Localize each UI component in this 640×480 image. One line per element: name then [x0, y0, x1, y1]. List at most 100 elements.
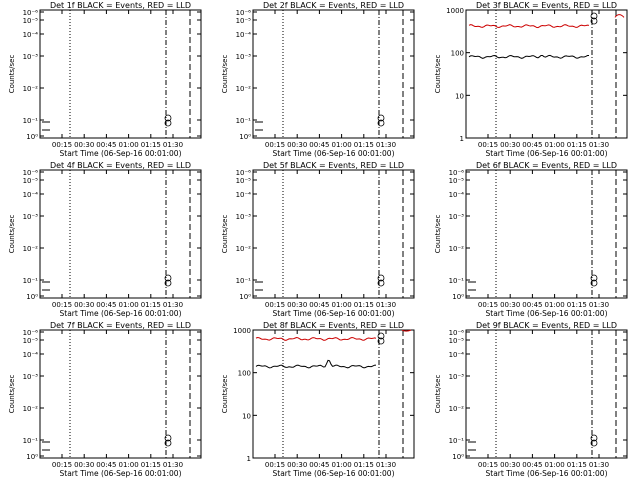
x-tick-label: 00:45: [309, 301, 329, 309]
x-tick-label: 01:00: [332, 301, 352, 309]
x-tick-label: 01:00: [332, 141, 352, 149]
x-axis-label: Start Time (06-Sep-16 00:01:00): [60, 469, 182, 478]
marker-glyph: [377, 337, 385, 345]
y-tick-label: 10⁻¹: [23, 277, 39, 285]
y-tick-label: 1000: [446, 7, 464, 15]
x-axis-label: Start Time (06-Sep-16 00:01:00): [486, 309, 608, 318]
x-tick-label: 00:30: [500, 461, 520, 469]
plot-frame: [39, 329, 202, 459]
x-tick-label: 01:00: [545, 141, 565, 149]
y-tick-label: 10⁻⁵: [23, 337, 39, 345]
marker-glyph: [164, 119, 172, 127]
panel-title: Det 6f BLACK = Events, RED = LLD: [476, 161, 617, 170]
marker-glyph: [590, 12, 598, 20]
y-tick-label: 1: [247, 455, 251, 463]
x-axis-label: Start Time (06-Sep-16 00:01:00): [486, 469, 608, 478]
marker-glyph: [377, 274, 385, 282]
plot-frame: [252, 9, 415, 139]
x-tick-label: 00:15: [478, 461, 498, 469]
x-tick-label: 01:15: [354, 141, 374, 149]
x-axis-label: Start Time (06-Sep-16 00:01:00): [60, 309, 182, 318]
y-tick-label: 10⁻⁴: [23, 31, 39, 39]
x-tick-label: 00:30: [287, 141, 307, 149]
y-tick-label: 10⁻⁶: [23, 169, 39, 177]
plot-frame: [465, 9, 628, 139]
marker-glyph: [590, 434, 598, 442]
y-tick-label: 10⁻³: [23, 213, 39, 221]
x-tick-label: 01:30: [376, 301, 396, 309]
y-tick-label: 10⁻³: [449, 373, 465, 381]
x-tick-label: 01:00: [119, 461, 139, 469]
x-tick-label: 00:30: [74, 141, 94, 149]
lld-series-line: [468, 24, 590, 29]
x-axis-label: Start Time (06-Sep-16 00:01:00): [273, 309, 395, 318]
marker-glyph: [164, 279, 172, 287]
x-tick-label: 00:15: [478, 141, 498, 149]
y-tick-label: 10⁰: [26, 133, 38, 141]
y-axis-label: Counts/sec: [8, 375, 16, 414]
x-tick-label: 01:30: [589, 301, 609, 309]
x-tick-label: 01:30: [163, 141, 183, 149]
plot-frame: [39, 169, 202, 299]
y-tick-label: 10⁻⁶: [236, 169, 252, 177]
panel-title: Det 5f BLACK = Events, RED = LLD: [263, 161, 404, 170]
y-tick-label: 10⁻⁵: [23, 17, 39, 25]
y-tick-label: 10⁻⁴: [449, 351, 465, 359]
x-axis-label: Start Time (06-Sep-16 00:01:00): [273, 469, 395, 478]
lld-series-tail: [614, 14, 625, 18]
lld-series-tail: [401, 329, 412, 332]
marker-glyph: [164, 274, 172, 282]
x-tick-label: 01:15: [354, 461, 374, 469]
x-axis-label: Start Time (06-Sep-16 00:01:00): [273, 149, 395, 158]
y-tick-label: 10⁻⁴: [23, 191, 39, 199]
y-tick-label: 1: [460, 135, 464, 143]
y-tick-label: 100: [238, 370, 251, 378]
y-tick-label: 10⁻⁶: [236, 9, 252, 17]
x-tick-label: 00:30: [500, 141, 520, 149]
marker-glyph: [590, 274, 598, 282]
y-tick-label: 10: [455, 92, 464, 100]
events-series-line: [468, 54, 589, 59]
x-tick-label: 01:30: [376, 141, 396, 149]
marker-glyph: [590, 17, 598, 25]
y-tick-label: 10⁰: [452, 293, 464, 301]
y-tick-label: 10⁻²: [236, 85, 252, 93]
y-tick-label: 10⁰: [26, 293, 38, 301]
y-axis-label: Counts/sec: [434, 215, 442, 254]
x-tick-label: 00:45: [522, 141, 542, 149]
x-tick-label: 00:30: [287, 301, 307, 309]
x-tick-label: 00:15: [52, 461, 72, 469]
y-tick-label: 10⁻²: [23, 405, 39, 413]
y-tick-label: 10⁰: [239, 133, 251, 141]
x-tick-label: 01:30: [589, 461, 609, 469]
y-tick-label: 10⁻²: [449, 245, 465, 253]
marker-glyph: [377, 114, 385, 122]
x-tick-label: 01:00: [119, 301, 139, 309]
plot-frame: [252, 169, 415, 299]
y-tick-label: 10⁻³: [236, 53, 252, 61]
y-tick-label: 10⁻⁵: [449, 337, 465, 345]
x-tick-label: 01:00: [332, 461, 352, 469]
x-tick-label: 00:15: [478, 301, 498, 309]
x-axis-label: Start Time (06-Sep-16 00:01:00): [486, 149, 608, 158]
panel-title: Det 3f BLACK = Events, RED = LLD: [476, 1, 617, 10]
y-tick-label: 10⁻⁴: [23, 351, 39, 359]
events-series-line: [255, 359, 377, 369]
plot-frame: [252, 329, 415, 459]
y-tick-label: 10⁻⁴: [236, 31, 252, 39]
marker-glyph: [164, 114, 172, 122]
y-tick-label: 10⁻²: [23, 85, 39, 93]
y-tick-label: 10⁰: [239, 293, 251, 301]
marker-glyph: [377, 119, 385, 127]
x-tick-label: 00:45: [96, 301, 116, 309]
marker-glyph: [164, 434, 172, 442]
